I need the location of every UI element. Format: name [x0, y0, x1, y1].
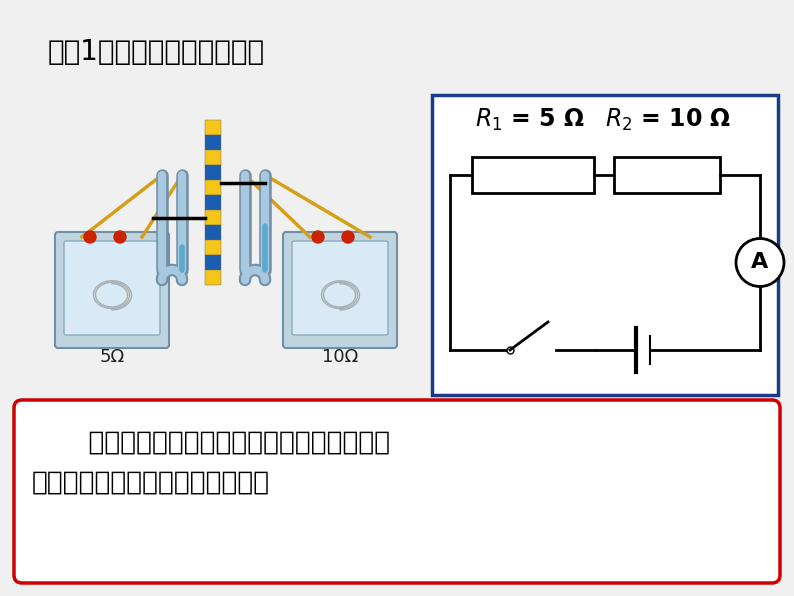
- Bar: [205, 210, 221, 225]
- FancyBboxPatch shape: [14, 400, 780, 583]
- FancyBboxPatch shape: [64, 241, 160, 335]
- FancyBboxPatch shape: [283, 232, 397, 348]
- FancyBboxPatch shape: [432, 95, 778, 395]
- Bar: [205, 240, 221, 255]
- Bar: [614, 157, 720, 193]
- Text: A: A: [751, 253, 769, 272]
- Bar: [205, 270, 221, 285]
- Text: $\mathit{R}_2$ = 10 Ω: $\mathit{R}_2$ = 10 Ω: [605, 107, 731, 133]
- Bar: [205, 195, 221, 210]
- Bar: [205, 180, 221, 195]
- Bar: [205, 150, 221, 165]
- Text: 5Ω: 5Ω: [99, 348, 125, 366]
- FancyBboxPatch shape: [292, 241, 388, 335]
- Circle shape: [114, 231, 126, 243]
- Bar: [205, 120, 221, 135]
- Text: 10Ω: 10Ω: [322, 348, 358, 366]
- Text: 越大，这个电阻产生的热量越多。: 越大，这个电阻产生的热量越多。: [32, 470, 270, 496]
- Bar: [472, 157, 594, 193]
- Bar: [205, 165, 221, 180]
- Text: 实验1：研究电热与电阻关系: 实验1：研究电热与电阻关系: [48, 38, 265, 66]
- Circle shape: [84, 231, 96, 243]
- Bar: [205, 255, 221, 270]
- Text: 在电流相同、通电时间相同的情况下，电阻: 在电流相同、通电时间相同的情况下，电阻: [55, 430, 390, 456]
- Circle shape: [312, 231, 324, 243]
- Circle shape: [342, 231, 354, 243]
- Text: $\mathit{R}_1$ = 5 Ω: $\mathit{R}_1$ = 5 Ω: [475, 107, 585, 133]
- Bar: [205, 225, 221, 240]
- Circle shape: [736, 238, 784, 287]
- Bar: [205, 135, 221, 150]
- FancyBboxPatch shape: [55, 232, 169, 348]
